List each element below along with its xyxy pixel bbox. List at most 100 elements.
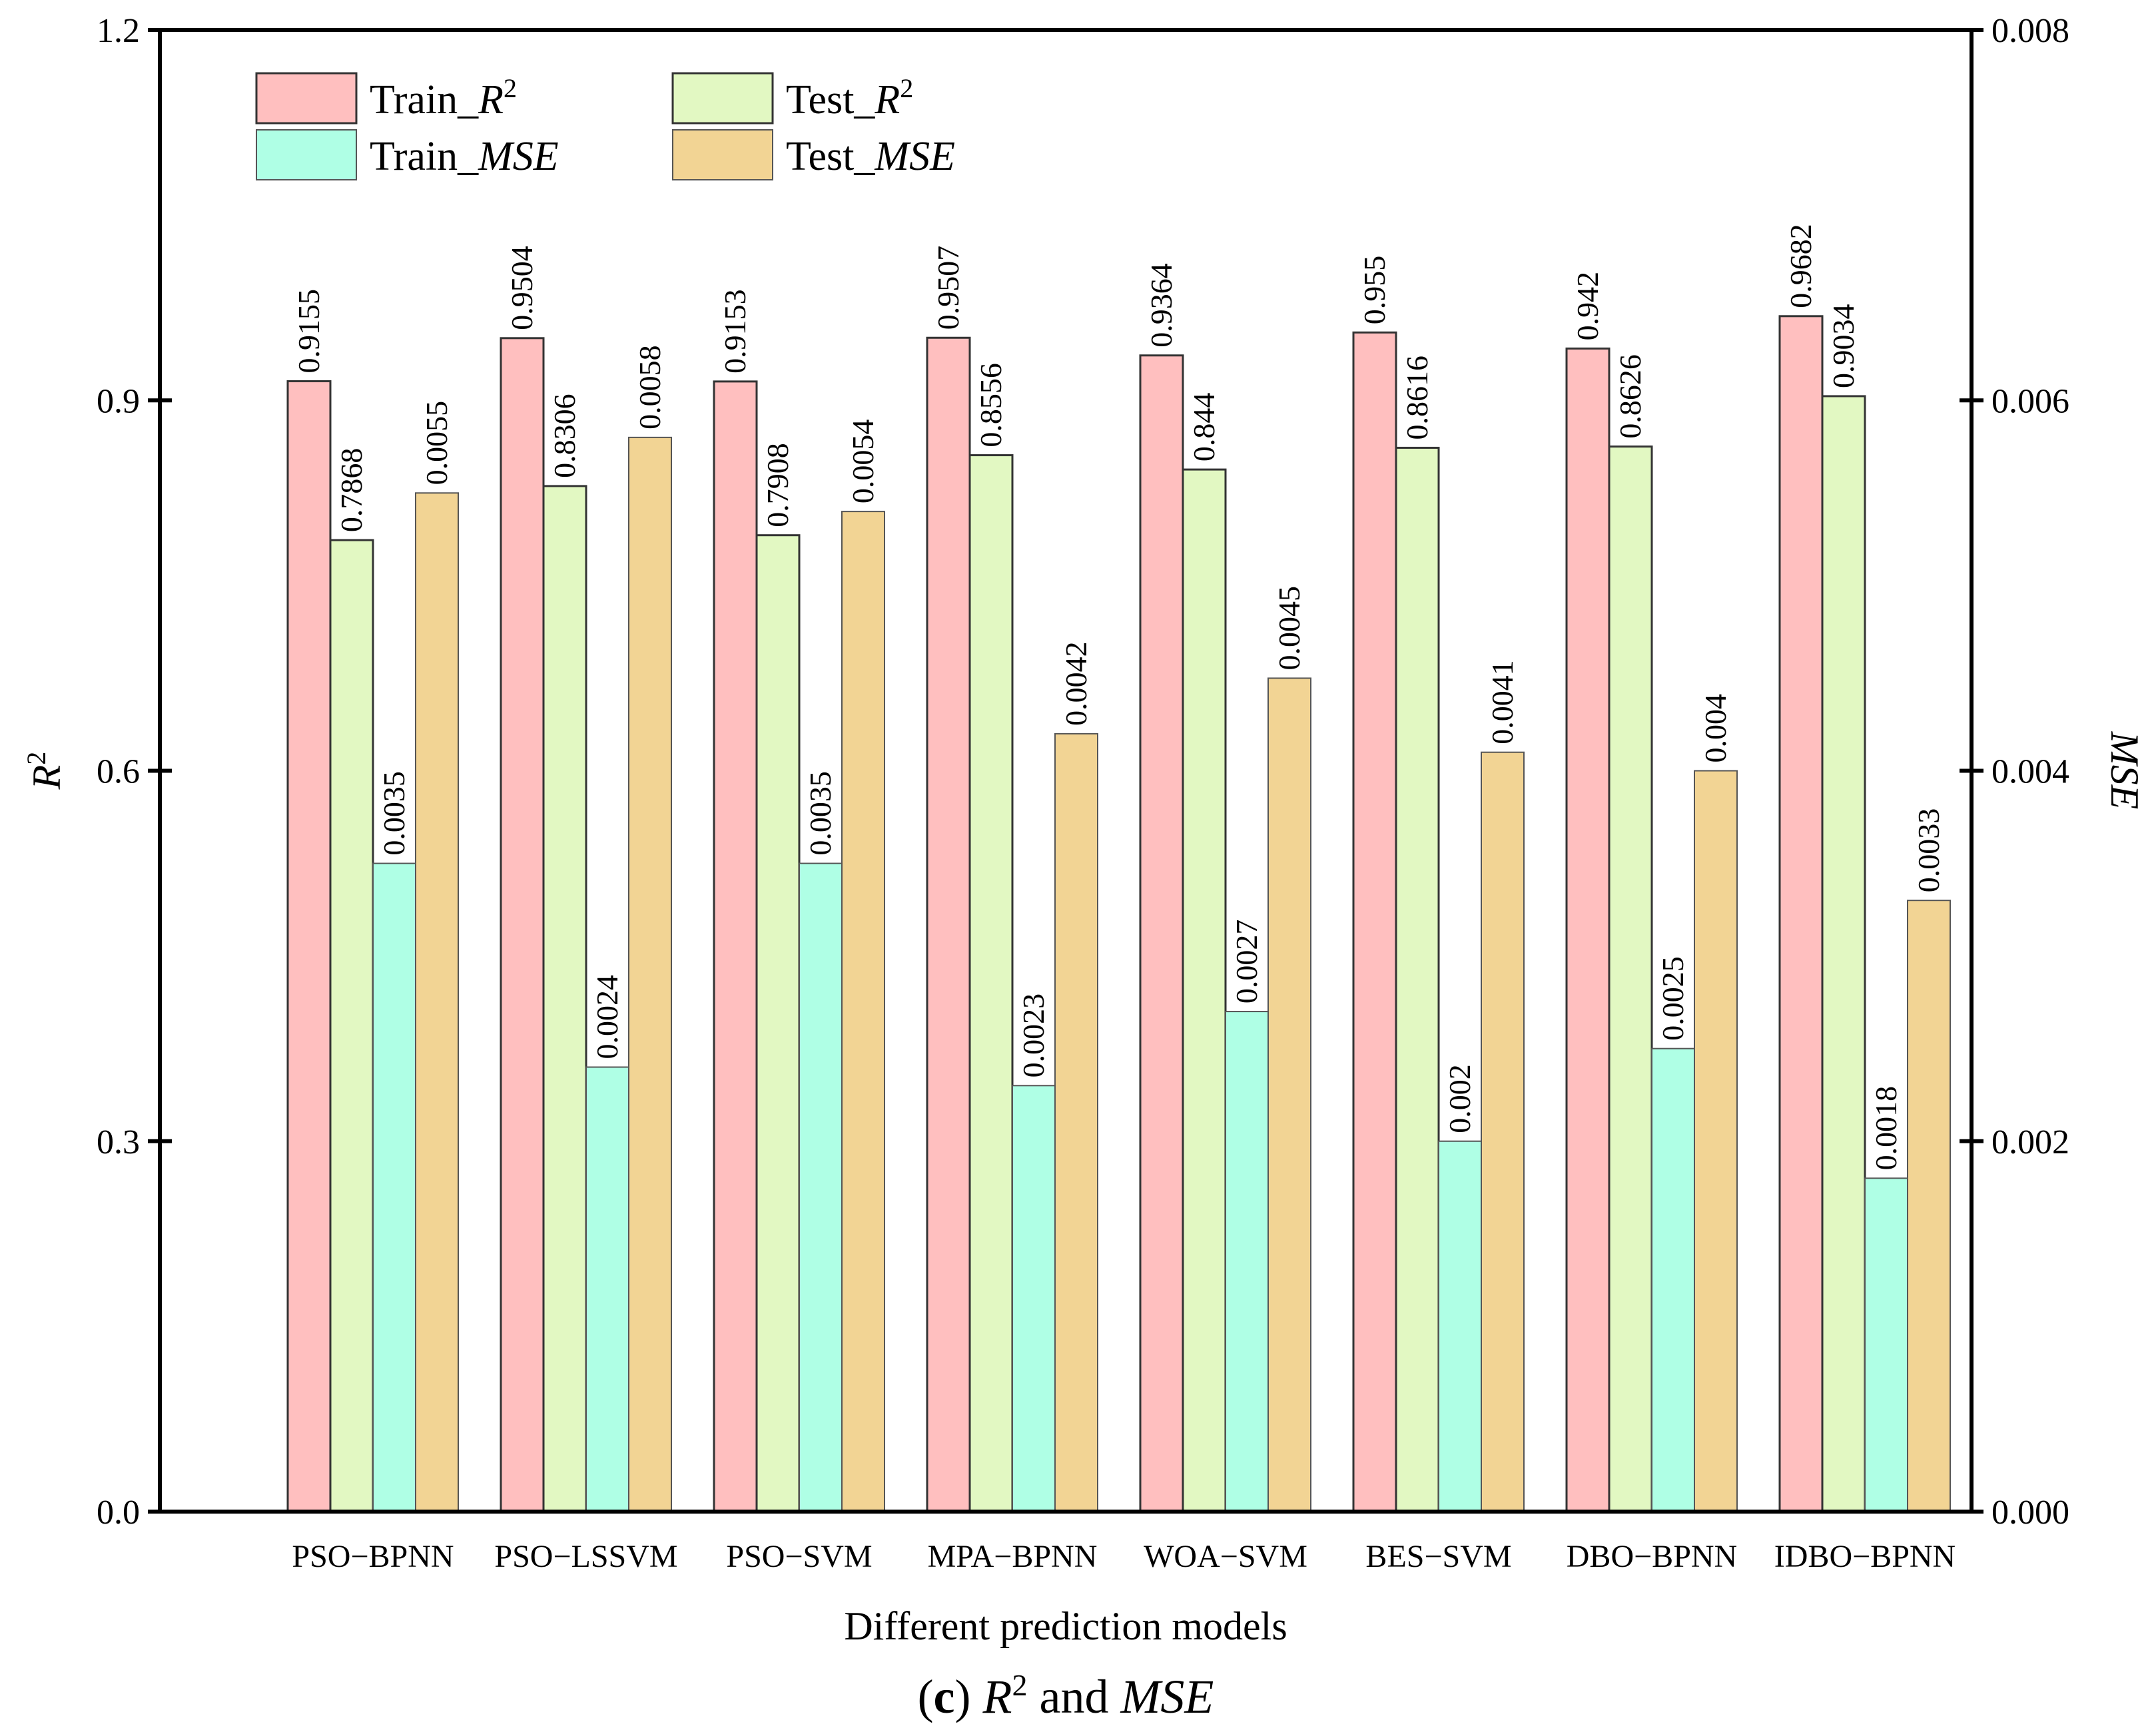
bar-train-mse-idbo-bpnn (1864, 1177, 1908, 1512)
data-label-test-mse-pso-svm: 0.0054 (846, 420, 880, 504)
data-label-test-r2-bes-svm: 0.8616 (1400, 356, 1434, 440)
bar-train-r2-mpa-bpnn (926, 336, 971, 1513)
data-label-test-mse-bes-svm: 0.0041 (1485, 660, 1519, 744)
data-label-test-r2-pso-lssvm: 0.8306 (547, 394, 581, 478)
bar-test-mse-pso-svm (841, 511, 885, 1512)
x-tick-label-dbo-bpnn: DBO−BPNN (1567, 1539, 1737, 1574)
bar-test-mse-idbo-bpnn (1907, 900, 1951, 1512)
y-tick-label-left-0: 0.0 (97, 1494, 140, 1532)
x-axis-title: Different prediction models (844, 1604, 1287, 1648)
category-labels: PSO−BPNN PSO−LSSVM PSO−SVM MPA−BPNN WOA−SVM B… (292, 1539, 1956, 1574)
bar-train-mse-pso-lssvm (585, 1066, 629, 1512)
x-tick-label-pso-lssvm: PSO−LSSVM (494, 1539, 677, 1574)
legend-label-test-mse: Test_MSE (786, 134, 955, 179)
x-tick-label-bes-svm: BES−SVM (1365, 1539, 1511, 1574)
y-tick-label-right-0: 0.000 (1991, 1494, 2069, 1532)
legend-swatch-train-mse (256, 129, 357, 180)
ticks-layer: 0.0 0.000 0.3 0.002 0.6 0.004 0.9 0.006 1.2 0.008 (97, 12, 2069, 1532)
bar-test-r2-pso-bpnn (329, 539, 374, 1513)
data-label-train-mse-pso-svm: 0.0035 (803, 771, 837, 856)
data-label-train-r2-pso-svm: 0.9153 (718, 289, 752, 374)
data-label-train-r2-dbo-bpnn: 0.942 (1571, 272, 1605, 341)
data-label-train-mse-pso-lssvm: 0.0024 (590, 975, 624, 1059)
bars-layer (286, 315, 1951, 1513)
y-tick-label-left-1: 0.3 (97, 1123, 140, 1161)
bar-test-r2-bes-svm (1395, 446, 1440, 1513)
bar-test-mse-bes-svm (1481, 751, 1525, 1512)
x-tick-label-woa-svm: WOA−SVM (1144, 1539, 1307, 1574)
data-labels-layer: 0.9155 0.7868 0.0035 0.0055 0.9504 0.8306 0.00… (292, 224, 1946, 1170)
data-label-test-mse-pso-lssvm: 0.0058 (633, 345, 667, 430)
bar-test-mse-pso-bpnn (415, 492, 459, 1512)
bar-train-mse-mpa-bpnn (1012, 1085, 1056, 1512)
legend-label-test-r2: Test_R2 (786, 73, 913, 123)
data-label-test-mse-woa-svm: 0.0045 (1272, 586, 1306, 671)
data-label-test-mse-idbo-bpnn: 0.0033 (1912, 808, 1946, 893)
legend-swatch-test-mse (672, 129, 773, 180)
data-label-train-r2-pso-lssvm: 0.9504 (505, 246, 539, 330)
legend-swatch-train-r2 (255, 72, 358, 125)
bar-train-r2-pso-lssvm (500, 337, 545, 1513)
bar-train-mse-dbo-bpnn (1651, 1047, 1695, 1512)
data-label-train-mse-idbo-bpnn: 0.0018 (1869, 1086, 1903, 1171)
data-label-train-mse-pso-bpnn: 0.0035 (377, 771, 411, 856)
data-label-test-mse-pso-bpnn: 0.0055 (420, 401, 454, 485)
y-tick-label-left-2: 0.6 (97, 753, 140, 791)
x-tick-label-idbo-bpnn: IDBO−BPNN (1774, 1539, 1956, 1574)
x-tick-label-pso-bpnn: PSO−BPNN (292, 1539, 454, 1574)
data-label-test-r2-idbo-bpnn: 0.9034 (1826, 304, 1860, 388)
data-label-train-mse-woa-svm: 0.0027 (1230, 920, 1263, 1004)
data-label-train-r2-woa-svm: 0.9364 (1144, 263, 1178, 348)
data-label-train-r2-bes-svm: 0.955 (1357, 256, 1391, 325)
data-label-test-r2-mpa-bpnn: 0.8556 (974, 363, 1008, 447)
data-label-train-r2-mpa-bpnn: 0.9507 (931, 246, 965, 330)
y-tick-label-right-2: 0.004 (1991, 753, 2069, 791)
bar-train-r2-pso-svm (713, 380, 758, 1513)
data-label-train-r2-pso-bpnn: 0.9155 (292, 289, 326, 374)
legend-label-train-mse: Train_MSE (370, 134, 559, 179)
bar-test-r2-idbo-bpnn (1821, 395, 1866, 1513)
bar-train-r2-bes-svm (1352, 331, 1397, 1513)
bar-test-r2-pso-svm (755, 534, 801, 1513)
data-label-train-mse-bes-svm: 0.002 (1443, 1064, 1477, 1133)
bar-train-r2-idbo-bpnn (1778, 315, 1824, 1513)
bar-test-r2-dbo-bpnn (1608, 445, 1653, 1513)
y-tick-label-right-3: 0.006 (1991, 382, 2069, 420)
bar-test-mse-dbo-bpnn (1694, 770, 1738, 1512)
bar-test-mse-mpa-bpnn (1054, 732, 1098, 1512)
bar-test-mse-woa-svm (1267, 677, 1311, 1512)
bar-train-mse-pso-bpnn (372, 862, 416, 1512)
y-axis-title-right: MSE (2103, 731, 2147, 810)
bar-train-mse-pso-svm (799, 862, 843, 1512)
legend: Train_R2 Test_R2 Train_MSE Test_MSE (255, 72, 955, 180)
y-axis-title-left: R2 (21, 752, 69, 790)
y-tick-label-left-3: 0.9 (97, 382, 140, 420)
legend-label-train-r2: Train_R2 (370, 73, 517, 123)
x-tick-label-pso-svm: PSO−SVM (726, 1539, 872, 1574)
y-tick-label-right-4: 0.008 (1991, 12, 2069, 50)
data-label-test-r2-woa-svm: 0.844 (1187, 393, 1221, 462)
data-label-test-mse-dbo-bpnn: 0.004 (1698, 694, 1732, 763)
bar-train-mse-woa-svm (1225, 1011, 1269, 1512)
data-label-train-mse-dbo-bpnn: 0.0025 (1656, 956, 1690, 1041)
legend-swatch-test-r2 (671, 72, 774, 125)
x-tick-label-mpa-bpnn: MPA−BPNN (928, 1539, 1098, 1574)
y-tick-label-left-4: 1.2 (97, 12, 140, 50)
bar-train-r2-pso-bpnn (286, 380, 332, 1513)
data-label-test-r2-dbo-bpnn: 0.8626 (1613, 354, 1647, 439)
bar-test-mse-pso-lssvm (628, 436, 672, 1512)
data-label-train-r2-idbo-bpnn: 0.9682 (1784, 224, 1818, 308)
bar-test-r2-pso-lssvm (542, 485, 587, 1513)
bar-train-r2-dbo-bpnn (1565, 347, 1611, 1513)
figure-caption: (c) R2 and MSE (918, 1668, 1214, 1723)
data-label-test-r2-pso-svm: 0.7908 (761, 443, 795, 527)
bar-train-mse-bes-svm (1438, 1140, 1482, 1512)
data-label-test-r2-pso-bpnn: 0.7868 (334, 448, 368, 533)
y-tick-label-right-1: 0.002 (1991, 1123, 2069, 1161)
bar-train-r2-woa-svm (1139, 354, 1184, 1513)
data-label-train-mse-mpa-bpnn: 0.0023 (1016, 994, 1050, 1078)
bar-test-r2-woa-svm (1182, 468, 1227, 1513)
bar-test-r2-mpa-bpnn (968, 454, 1014, 1513)
data-label-test-mse-mpa-bpnn: 0.0042 (1059, 641, 1093, 726)
